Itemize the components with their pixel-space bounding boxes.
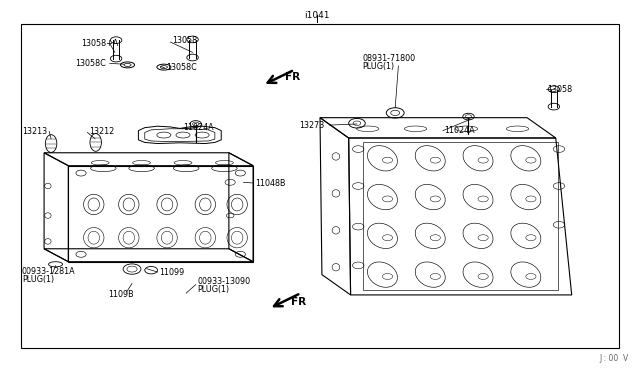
Bar [20,23,620,349]
Text: 13058C: 13058C [75,59,106,68]
Text: FR: FR [285,72,300,82]
Text: 13213: 13213 [22,127,47,136]
Text: 13273: 13273 [300,121,325,129]
Text: 11048B: 11048B [255,179,285,187]
Text: 11024A: 11024A [183,123,214,132]
Text: 00933-13090: 00933-13090 [198,278,251,286]
Text: 11024A: 11024A [444,126,475,135]
Text: PLUG(1): PLUG(1) [198,285,230,294]
Text: PLUG(1): PLUG(1) [363,61,395,71]
Text: 1109B: 1109B [108,291,134,299]
Text: 00933-1281A: 00933-1281A [22,267,76,276]
Text: i1041: i1041 [304,11,330,20]
Text: FR: FR [291,297,307,307]
Text: 13058: 13058 [547,85,573,94]
Text: 13058C: 13058C [166,63,196,72]
Text: 13058: 13058 [172,36,197,45]
Text: 13058+A: 13058+A [81,39,118,48]
Text: PLUG(1): PLUG(1) [22,275,54,283]
Text: J : 00  V: J : 00 V [600,354,629,363]
Text: 11099: 11099 [159,267,185,276]
Text: 08931-71800: 08931-71800 [363,54,416,63]
Text: 13212: 13212 [90,127,115,136]
